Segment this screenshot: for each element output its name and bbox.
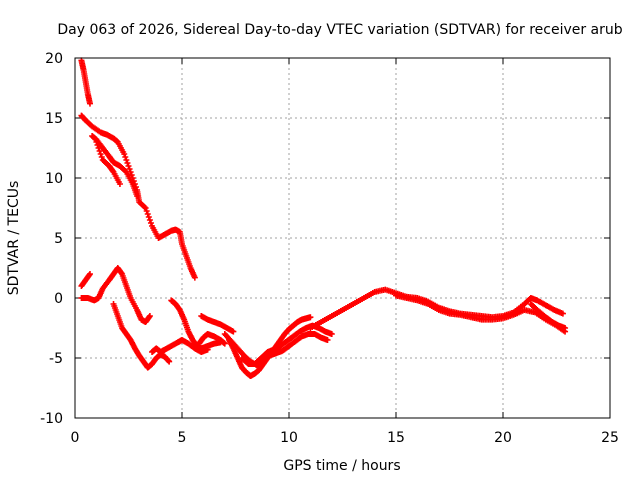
series-arc-10	[196, 331, 228, 347]
data-point	[145, 214, 152, 220]
data-point	[121, 151, 128, 157]
data-point	[98, 154, 105, 160]
y-tick-label: 0	[54, 291, 63, 307]
data-point	[562, 325, 569, 331]
data-point	[143, 208, 150, 214]
chart-title: Day 063 of 2026, Sidereal Day-to-day VTE…	[57, 22, 622, 38]
data-point	[95, 145, 102, 151]
x-tick-label: 20	[494, 430, 512, 446]
data-point	[146, 313, 153, 319]
series-arc-9	[168, 297, 224, 352]
series-arc-3	[89, 133, 141, 199]
x-tick-label: 15	[387, 430, 405, 446]
data-point	[86, 100, 93, 107]
data-point	[307, 314, 314, 321]
series-arc-6	[78, 265, 153, 325]
y-tick-label: -10	[40, 411, 63, 427]
data-points	[78, 57, 569, 379]
data-point	[134, 193, 141, 199]
data-point	[122, 154, 129, 160]
series-arc-7	[110, 301, 173, 371]
plot-frame	[74, 57, 611, 419]
data-point	[124, 160, 131, 166]
x-tick-label: 0	[71, 430, 80, 446]
series-arc-4	[93, 139, 123, 187]
data-point	[147, 220, 154, 226]
x-tick-label: 25	[601, 430, 619, 446]
data-point	[126, 166, 133, 172]
data-point	[141, 204, 148, 210]
data-point	[96, 148, 103, 154]
data-point	[142, 205, 149, 211]
data-point	[166, 358, 173, 365]
grid	[75, 58, 610, 418]
series-arc-17	[527, 301, 569, 331]
y-tick-label: -5	[49, 351, 63, 367]
data-point	[191, 274, 198, 281]
data-point	[221, 340, 228, 347]
data-point	[116, 181, 123, 187]
data-point	[324, 337, 331, 343]
x-tick-label: 10	[280, 430, 298, 446]
y-axis-label: SDTVAR / TECUs	[6, 181, 22, 296]
x-axis-label: GPS time / hours	[283, 458, 400, 474]
axis-ticks: 0 5 10 15 20 25 -10 -5 0 5 10 15 20	[40, 51, 619, 446]
series-arc-1	[78, 57, 93, 107]
data-point	[94, 142, 101, 148]
data-point	[144, 211, 151, 217]
y-tick-label: 20	[45, 51, 63, 67]
data-point	[146, 217, 153, 223]
series-arc-5	[78, 271, 93, 289]
data-point	[97, 151, 104, 157]
data-point	[86, 271, 93, 277]
y-tick-label: 5	[54, 231, 63, 247]
data-point	[559, 310, 566, 317]
data-point	[125, 163, 132, 169]
series-arc-11	[198, 313, 237, 335]
data-point	[123, 157, 130, 163]
data-point	[328, 331, 335, 337]
data-point	[93, 139, 100, 145]
y-tick-label: 15	[45, 111, 63, 127]
x-tick-label: 5	[178, 430, 187, 446]
y-tick-label: 10	[45, 171, 63, 187]
data-point	[230, 328, 237, 335]
